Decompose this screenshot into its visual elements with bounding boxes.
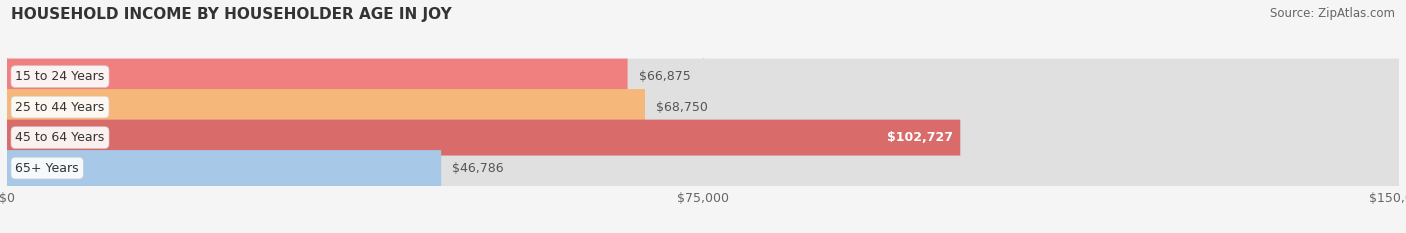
FancyBboxPatch shape bbox=[7, 89, 645, 125]
Text: HOUSEHOLD INCOME BY HOUSEHOLDER AGE IN JOY: HOUSEHOLD INCOME BY HOUSEHOLDER AGE IN J… bbox=[11, 7, 451, 22]
Text: $102,727: $102,727 bbox=[887, 131, 953, 144]
FancyBboxPatch shape bbox=[7, 120, 960, 156]
Text: Source: ZipAtlas.com: Source: ZipAtlas.com bbox=[1270, 7, 1395, 20]
Text: 25 to 44 Years: 25 to 44 Years bbox=[15, 101, 104, 113]
FancyBboxPatch shape bbox=[7, 150, 1399, 186]
Text: $46,786: $46,786 bbox=[453, 162, 503, 175]
FancyBboxPatch shape bbox=[7, 89, 1399, 125]
Text: 45 to 64 Years: 45 to 64 Years bbox=[15, 131, 104, 144]
FancyBboxPatch shape bbox=[7, 58, 627, 95]
FancyBboxPatch shape bbox=[7, 58, 1399, 95]
FancyBboxPatch shape bbox=[7, 150, 441, 186]
Text: 65+ Years: 65+ Years bbox=[15, 162, 79, 175]
Text: $66,875: $66,875 bbox=[638, 70, 690, 83]
Text: $68,750: $68,750 bbox=[657, 101, 709, 113]
Text: 15 to 24 Years: 15 to 24 Years bbox=[15, 70, 104, 83]
FancyBboxPatch shape bbox=[7, 120, 1399, 156]
